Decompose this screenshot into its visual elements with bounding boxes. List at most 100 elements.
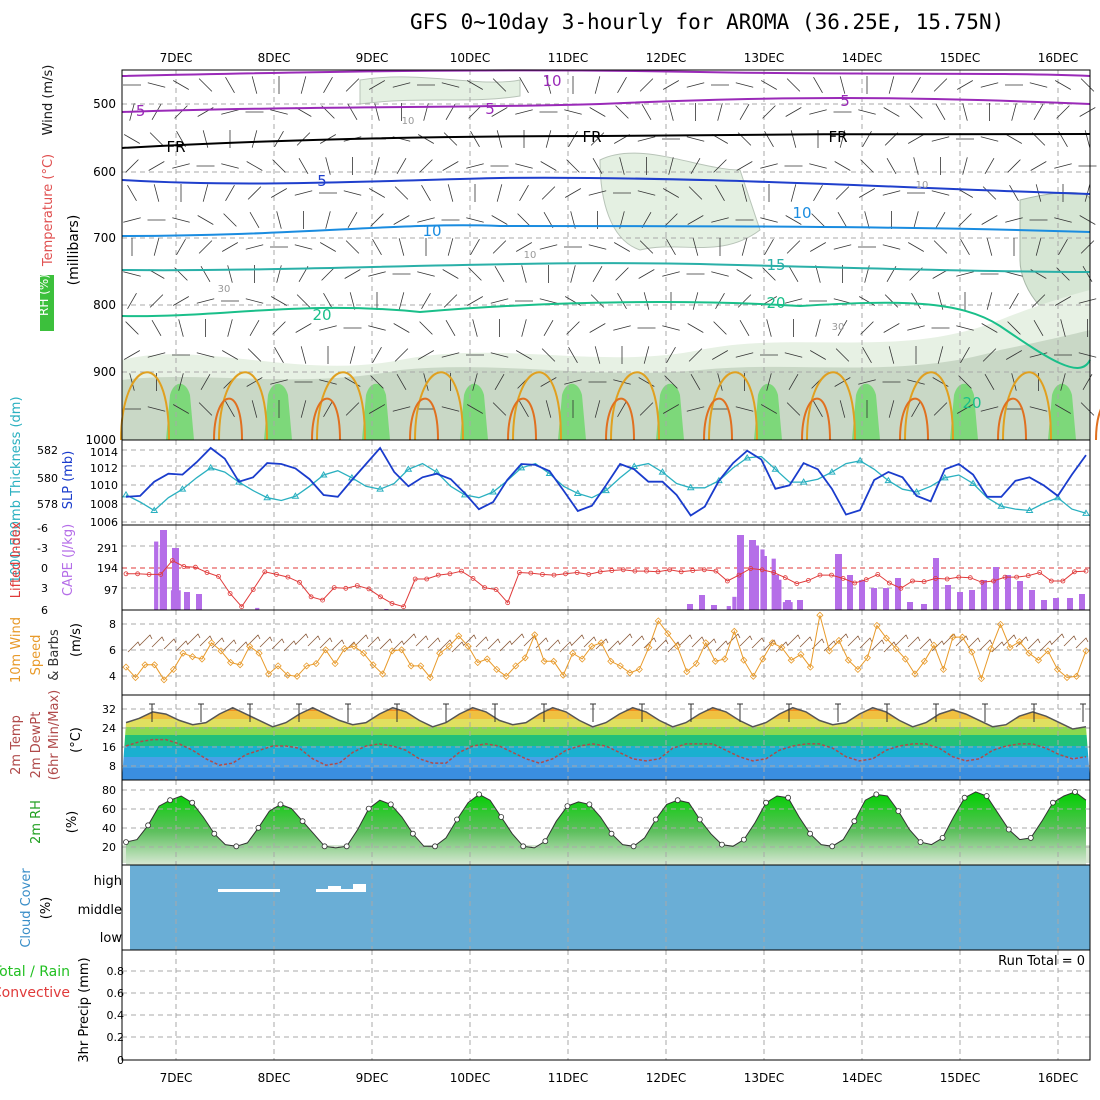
lifted-index-marker <box>910 578 915 584</box>
rh-shade-core <box>1048 383 1076 440</box>
temp-minmax-whisker <box>247 703 253 722</box>
wind-speed-marker <box>331 660 339 668</box>
wind-speed-marker <box>360 649 368 657</box>
wind-speed-marker <box>284 671 292 679</box>
wind-speed-marker <box>673 642 681 650</box>
rh2m-unit-label: (%) <box>65 811 80 834</box>
cape-y-tick: 97 <box>104 584 118 597</box>
wind-speed-marker <box>901 655 909 663</box>
rh-marker <box>719 841 725 848</box>
wind-speed-marker <box>350 642 358 650</box>
rh-marker <box>498 814 505 820</box>
temp-minmax-whisker <box>443 703 449 722</box>
lifted-index-marker <box>620 567 626 573</box>
cape-bar <box>933 558 939 610</box>
temp-minmax-whisker <box>296 703 302 722</box>
date-label-top: 16DEC <box>1038 51 1078 65</box>
temp-label-b: 2m DewPt <box>29 712 44 779</box>
wind-speed-marker <box>198 655 206 663</box>
lifted-index-marker <box>991 578 996 584</box>
cape-bar <box>761 556 767 610</box>
contour-label: 20 <box>766 294 785 312</box>
date-label-bottom: 10DEC <box>450 1071 490 1085</box>
thickness-marker <box>404 465 413 472</box>
temp-color-band <box>122 746 1090 757</box>
wind-speed-marker <box>616 662 624 670</box>
date-label-top: 11DEC <box>548 51 588 65</box>
wind-speed-marker <box>1063 673 1071 682</box>
wind-unit-label: (m/s) <box>69 623 84 657</box>
thickness-marker <box>291 492 300 499</box>
upper-wind-barbs <box>123 76 1097 418</box>
slp-y-tick: 1006 <box>90 516 118 529</box>
rh-shade-core <box>460 383 488 440</box>
date-label-top: 7DEC <box>160 51 193 65</box>
temp-line <box>125 706 1087 730</box>
temp-color-band <box>122 707 1090 711</box>
lifted-index-marker <box>435 572 441 578</box>
cape-bar <box>981 580 987 610</box>
rh-shade-core <box>362 383 390 440</box>
wind-speed-marker <box>1006 643 1014 652</box>
cape-bar <box>754 545 759 610</box>
wind-speed-marker <box>188 653 197 661</box>
rh-shade-core <box>264 383 292 440</box>
cape-bar <box>847 575 853 610</box>
wind-speed-marker <box>521 654 529 662</box>
rh-marker <box>454 816 460 823</box>
rh-marker <box>652 816 659 823</box>
wind-speed-marker <box>569 649 577 657</box>
date-label-bottom: 7DEC <box>160 1071 193 1085</box>
wind-speed-marker <box>749 672 757 680</box>
contour-label: FR <box>582 128 601 146</box>
thickness-marker <box>150 506 159 513</box>
wind-speed-marker <box>664 630 672 638</box>
thickness-marker <box>263 493 272 501</box>
wind-speed-marker <box>683 668 691 676</box>
rh-shade-high <box>359 76 521 105</box>
lifted-index-marker <box>701 567 707 573</box>
thickness-marker <box>206 463 215 471</box>
lifted-index-marker <box>308 594 314 600</box>
thickness-marker <box>1082 509 1090 516</box>
lifted-index-marker <box>412 576 418 582</box>
temp-bands <box>122 707 1090 780</box>
rh-marker <box>851 818 858 825</box>
contour-label: 10 <box>792 204 811 222</box>
thickness-marker <box>122 490 130 498</box>
wind-speed-marker <box>844 656 852 664</box>
rh-marker <box>409 830 416 837</box>
rh-marker <box>873 791 880 798</box>
lifted-index-marker <box>806 578 811 583</box>
temp-color-band <box>122 757 1090 768</box>
wind-speed-marker <box>445 642 453 650</box>
lifted-y-tick: 3 <box>41 582 48 595</box>
contour-label: FR <box>828 128 847 146</box>
wind-speed-marker <box>882 634 890 642</box>
cape-bar <box>859 580 865 610</box>
thickness-marker <box>178 485 187 492</box>
lifted-index-marker <box>204 570 210 575</box>
lifted-index-marker <box>262 569 268 575</box>
cape-bar <box>255 607 260 610</box>
wind-speed-marker <box>236 661 244 669</box>
date-label-bottom: 11DEC <box>548 1071 588 1085</box>
rh-y-tick: 40 <box>102 822 116 835</box>
rh-marker <box>807 830 813 837</box>
wind-speed-marker <box>654 617 662 625</box>
lifted-index-marker <box>331 585 337 590</box>
temp-minmax-whisker <box>982 703 988 722</box>
lifted-index-marker <box>632 568 638 574</box>
cape-y-tick: 291 <box>97 542 118 555</box>
lifted-index-marker <box>921 579 927 585</box>
wind-speed-marker <box>265 670 273 678</box>
cape-bar <box>160 530 167 610</box>
cloud-high-gap <box>316 889 328 892</box>
lifted-index-marker <box>667 567 672 573</box>
wind-speed-marker <box>303 662 311 670</box>
cape-bar <box>172 548 179 610</box>
cape-bar <box>749 540 756 610</box>
date-label-bottom: 9DEC <box>356 1071 389 1085</box>
rh-shade-core <box>558 383 586 440</box>
